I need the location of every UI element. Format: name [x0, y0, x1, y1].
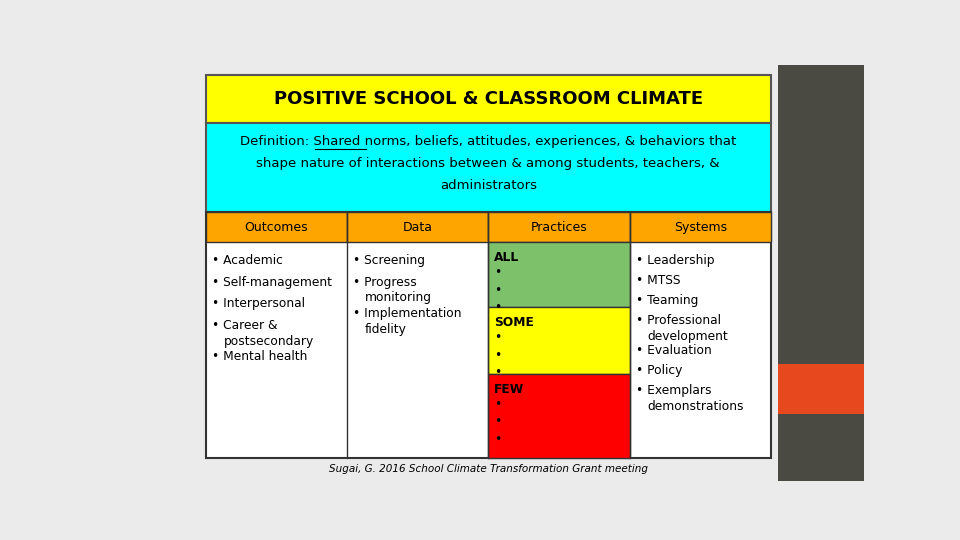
Text: administrators: administrators	[440, 179, 537, 192]
Text: SOME: SOME	[494, 316, 534, 329]
Text: • Career &: • Career &	[211, 319, 277, 332]
Text: • Self-management: • Self-management	[211, 275, 331, 288]
Text: •: •	[494, 348, 501, 362]
Text: FEW: FEW	[494, 383, 524, 396]
Text: • MTSS: • MTSS	[636, 274, 680, 287]
Bar	[347, 212, 489, 242]
Text: •: •	[494, 366, 501, 379]
Bar	[489, 212, 630, 242]
Bar	[205, 212, 347, 242]
Text: •: •	[494, 331, 501, 344]
Text: • Academic: • Academic	[211, 254, 282, 267]
Text: • Implementation: • Implementation	[353, 307, 462, 320]
Bar	[205, 123, 771, 212]
Bar	[779, 364, 864, 414]
Text: Systems: Systems	[674, 221, 727, 234]
Bar	[489, 242, 630, 307]
Bar	[489, 307, 630, 374]
Text: • Evaluation: • Evaluation	[636, 344, 711, 357]
Text: Data: Data	[402, 221, 433, 234]
Text: • Professional: • Professional	[636, 314, 721, 327]
Text: monitoring: monitoring	[365, 292, 432, 305]
Text: fidelity: fidelity	[365, 322, 407, 335]
Text: •: •	[494, 398, 501, 411]
Text: •: •	[494, 284, 501, 297]
Text: Practices: Practices	[531, 221, 588, 234]
Text: POSITIVE SCHOOL & CLASSROOM CLIMATE: POSITIVE SCHOOL & CLASSROOM CLIMATE	[274, 90, 703, 108]
Text: • Screening: • Screening	[353, 254, 425, 267]
Text: • Leadership: • Leadership	[636, 254, 714, 267]
Bar	[205, 212, 771, 458]
Text: shape nature of interactions between & among students, teachers, &: shape nature of interactions between & a…	[256, 157, 720, 170]
Text: ALL: ALL	[494, 252, 519, 265]
Text: • Mental health: • Mental health	[211, 350, 307, 363]
Text: •: •	[494, 433, 501, 446]
Bar	[489, 374, 630, 458]
Text: postsecondary: postsecondary	[224, 335, 314, 348]
Text: •: •	[494, 415, 501, 428]
Text: Outcomes: Outcomes	[245, 221, 308, 234]
Text: • Progress: • Progress	[353, 275, 417, 288]
Text: Definition: Shared norms, beliefs, attitudes, experiences, & behaviors that: Definition: Shared norms, beliefs, attit…	[240, 135, 736, 148]
Text: •: •	[494, 266, 501, 280]
Text: Sugai, G. 2016 School Climate Transformation Grant meeting: Sugai, G. 2016 School Climate Transforma…	[328, 464, 648, 474]
Text: demonstrations: demonstrations	[647, 400, 744, 413]
Text: •: •	[494, 301, 501, 314]
Bar	[630, 212, 771, 242]
Bar	[779, 65, 864, 481]
Text: development: development	[647, 329, 729, 343]
Text: • Interpersonal: • Interpersonal	[211, 297, 304, 310]
Bar	[205, 75, 771, 123]
Text: • Teaming: • Teaming	[636, 294, 698, 307]
Text: • Policy: • Policy	[636, 364, 682, 377]
Text: • Exemplars: • Exemplars	[636, 384, 711, 397]
